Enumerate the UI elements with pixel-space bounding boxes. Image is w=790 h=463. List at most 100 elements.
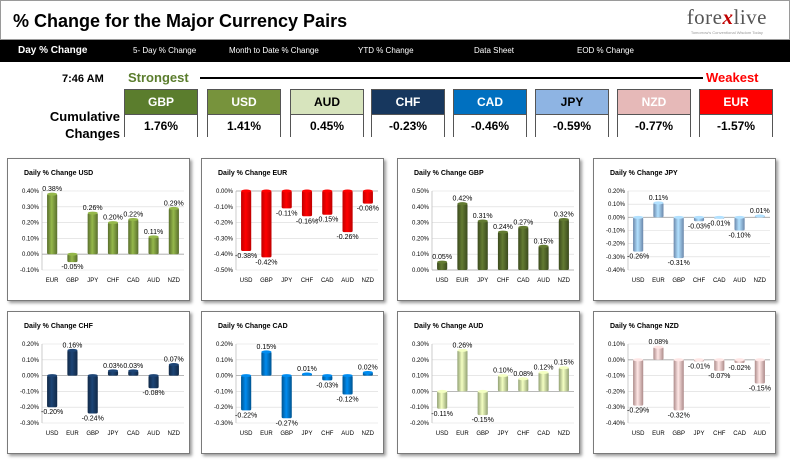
bar: [734, 217, 745, 231]
y-tick-label: -0.20%: [606, 389, 626, 395]
y-tick-label: -0.40%: [214, 252, 234, 258]
chart-panel-cad: Daily % Change CAD 0.20% 0.10% 0.00% -0.10% -…: [201, 311, 384, 454]
bar: [673, 359, 684, 411]
x-tick-label: CHF: [713, 431, 726, 437]
x-tick-label: NZD: [168, 431, 181, 437]
y-tick-label: 0.40%: [412, 205, 430, 211]
data-label: 0.03%: [103, 363, 123, 370]
x-tick-label: GBP: [260, 278, 273, 284]
y-tick-label: -0.10%: [20, 389, 40, 395]
y-tick-label: 0.30%: [22, 205, 40, 211]
bar: [87, 375, 98, 414]
bar: [241, 375, 252, 411]
currency-box-eur: EUR -1.57%: [699, 89, 773, 137]
x-tick-label: CHF: [517, 431, 530, 437]
bar-cap: [241, 374, 252, 378]
currency-change-value: 1.76%: [125, 115, 197, 137]
bar-cap: [754, 358, 765, 362]
data-label: -0.32%: [668, 412, 690, 419]
x-tick-label: JPY: [107, 431, 118, 437]
y-tick-label: -0.30%: [606, 405, 626, 411]
bar-cap: [322, 374, 333, 378]
x-tick-label: JPY: [477, 278, 488, 284]
data-label: 0.05%: [432, 254, 452, 261]
bar-cap: [457, 348, 468, 352]
x-tick-label: EUR: [456, 278, 469, 284]
y-tick-label: 0.10%: [22, 236, 40, 242]
bar: [342, 191, 353, 233]
data-label: 0.12%: [534, 364, 554, 371]
bar: [107, 222, 119, 255]
data-label: -0.15%: [749, 386, 771, 393]
data-label: -0.01%: [688, 363, 710, 370]
tab-day-change[interactable]: Day % Change: [18, 45, 88, 56]
bar: [518, 227, 529, 270]
y-tick-label: 0.30%: [412, 342, 430, 348]
currency-code: CHF: [372, 90, 444, 115]
bar: [457, 203, 468, 270]
tab-data-sheet[interactable]: Data Sheet: [474, 46, 515, 55]
data-label: -0.15%: [316, 217, 338, 224]
strongest-label: Strongest: [128, 70, 189, 85]
weakest-label: Weakest: [706, 70, 759, 85]
x-tick-label: GBP: [672, 278, 685, 284]
chart-panel-jpy: Daily % Change JPY 0.20% 0.10% 0.00% -0.10% -…: [593, 158, 776, 301]
tab-month-to-date-change[interactable]: Month to Date % Change: [229, 46, 319, 55]
bar: [477, 221, 488, 270]
y-tick-label: 0.00%: [216, 374, 234, 380]
bar-cap: [538, 370, 549, 374]
x-tick-label: USD: [632, 431, 645, 437]
data-label: -0.38%: [235, 253, 257, 260]
nav-bar: Day % Change 5- Day % Change Month to Da…: [0, 40, 790, 62]
data-label: -0.07%: [708, 373, 730, 380]
x-tick-label: USD: [240, 278, 253, 284]
bar: [261, 351, 272, 376]
currency-box-nzd: NZD -0.77%: [617, 89, 691, 137]
logo-text-x: x: [722, 5, 734, 29]
data-label: 0.42%: [452, 196, 472, 203]
tab-ytd-change[interactable]: YTD % Change: [358, 46, 414, 55]
x-tick-label: CAD: [127, 278, 140, 284]
currency-change-value: 1.41%: [208, 115, 280, 137]
y-tick-label: 0.10%: [412, 252, 430, 258]
tab-eod-change[interactable]: EOD % Change: [577, 46, 634, 55]
bar-cap: [362, 370, 373, 374]
logo-tagline: Tomorrow's Conventional Wisdom Today: [690, 30, 763, 35]
logo-text-a: fore: [686, 5, 723, 29]
bar-cap: [457, 202, 468, 206]
bar: [437, 391, 448, 409]
x-tick-label: AUD: [733, 278, 746, 284]
bar-cap: [107, 369, 119, 373]
x-tick-label: EUR: [652, 431, 665, 437]
bar-cap: [653, 345, 664, 349]
bar-cap: [693, 358, 705, 362]
currency-change-value: 0.45%: [291, 115, 363, 137]
x-tick-label: EUR: [456, 431, 469, 437]
data-label: -0.10%: [728, 233, 750, 240]
page-title: % Change for the Major Currency Pairs: [13, 11, 348, 31]
x-tick-label: CAD: [517, 278, 530, 284]
y-tick-label: 0.00%: [22, 252, 40, 258]
y-tick-label: 0.10%: [22, 358, 40, 364]
bar-cap: [518, 377, 529, 381]
currency-code: NZD: [618, 90, 690, 115]
currency-code: GBP: [125, 90, 197, 115]
data-label: -0.01%: [708, 221, 730, 228]
bar: [47, 375, 58, 408]
strength-range-line: [200, 77, 703, 79]
forexlive-logo[interactable]: forexlive Tomorrow's Conventional Wisdom…: [687, 5, 767, 35]
currency-box-usd: USD 1.41%: [207, 89, 281, 137]
data-label: -0.12%: [336, 397, 358, 404]
bar-cap: [281, 189, 292, 193]
y-tick-label: 0.20%: [216, 342, 234, 348]
y-tick-label: 0.10%: [216, 358, 234, 364]
x-tick-label: JPY: [281, 278, 292, 284]
data-label: 0.11%: [144, 229, 163, 236]
x-tick-label: NZD: [754, 278, 767, 284]
currency-code: EUR: [700, 90, 772, 115]
bar: [281, 375, 292, 419]
x-tick-label: EUR: [260, 431, 273, 437]
bar-cap: [47, 374, 58, 378]
tab-5-day-change[interactable]: 5- Day % Change: [133, 46, 197, 55]
data-label: 0.29%: [164, 200, 184, 207]
